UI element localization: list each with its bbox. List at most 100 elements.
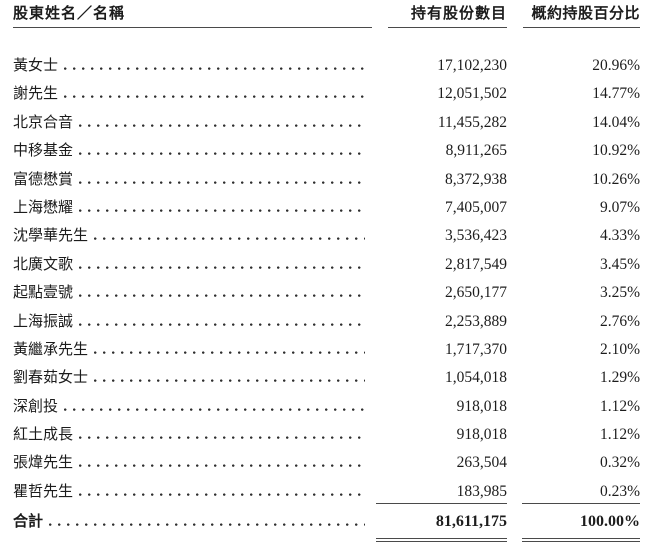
pct-double-rule — [522, 537, 640, 542]
shares-value: 2,817,549 — [445, 255, 507, 273]
table-row: 深創投 918,018 1.12% — [13, 393, 640, 421]
shareholder-name-cell: 上海懋耀 — [13, 194, 372, 222]
dot-leader — [94, 237, 365, 241]
table-row: 黃繼承先生 1,717,370 2.10% — [13, 336, 640, 364]
dot-leader — [49, 522, 365, 526]
pct-value: 2.76% — [599, 312, 640, 330]
dot-leader — [94, 350, 365, 354]
dot-leader — [79, 265, 365, 269]
table-row: 紅土成長 918,018 1.12% — [13, 421, 640, 449]
shareholder-name-cell: 沈學華先生 — [13, 222, 372, 250]
pct-value: 1.12% — [599, 397, 640, 415]
shares-value: 3,536,423 — [445, 227, 507, 245]
shareholder-name: 黃女士 — [13, 58, 59, 74]
shareholder-name-cell: 黃女士 — [13, 52, 372, 80]
table-row: 富德懋賞 8,372,938 10.26% — [13, 166, 640, 194]
shareholder-name: 中移基金 — [13, 143, 74, 160]
table-row: 北京合音 11,455,282 14.04% — [13, 109, 640, 137]
pct-value: 14.77% — [592, 85, 640, 103]
shareholder-name-cell: 北京合音 — [13, 109, 372, 137]
shareholder-name-cell: 北廣文歌 — [13, 251, 372, 279]
shares-value: 1,054,018 — [445, 369, 507, 387]
table-body: 黃女士 17,102,230 20.96% 謝先生 12,051,502 14.… — [13, 52, 640, 506]
shareholder-name-cell: 上海振誠 — [13, 308, 372, 336]
pct-value: 0.32% — [599, 454, 640, 472]
dot-leader — [64, 95, 365, 99]
table-row: 中移基金 8,911,265 10.92% — [13, 137, 640, 165]
pct-value: 20.96% — [592, 57, 640, 74]
dot-leader — [94, 379, 365, 383]
shares-value: 2,650,177 — [445, 284, 507, 302]
table-row: 北廣文歌 2,817,549 3.45% — [13, 251, 640, 279]
shareholder-name: 劉春茹女士 — [13, 370, 89, 387]
shares-value: 918,018 — [456, 397, 507, 415]
shareholder-name-cell: 紅土成長 — [13, 421, 372, 449]
shares-value: 918,018 — [456, 426, 507, 444]
table-row: 瞿哲先生 183,985 0.23% — [13, 478, 640, 506]
header-shares-held: 持有股份數目 — [388, 5, 507, 28]
shares-value: 2,253,889 — [445, 312, 507, 330]
pct-value: 3.25% — [599, 284, 640, 302]
table-row: 上海懋耀 7,405,007 9.07% — [13, 194, 640, 222]
shares-value: 183,985 — [456, 482, 507, 500]
dot-leader — [79, 294, 365, 298]
dot-leader — [79, 123, 365, 127]
shareholder-name-cell: 深創投 — [13, 393, 372, 421]
dot-leader — [79, 492, 365, 496]
dot-leader — [64, 407, 365, 411]
dot-leader — [79, 152, 365, 156]
shareholder-name: 深創投 — [13, 398, 59, 415]
total-label-cell: 合計 — [13, 508, 372, 536]
table-row: 劉春茹女士 1,054,018 1.29% — [13, 364, 640, 392]
table-row: 沈學華先生 3,536,423 4.33% — [13, 222, 640, 250]
dot-leader — [79, 464, 365, 468]
shareholder-name-cell: 瞿哲先生 — [13, 478, 372, 506]
shares-value: 8,372,938 — [445, 170, 507, 188]
total-row: 合計 81,611,175 100.00% — [13, 508, 640, 537]
shareholder-name-cell: 謝先生 — [13, 80, 372, 108]
shares-value: 1,717,370 — [445, 340, 507, 358]
pct-value: 10.92% — [592, 142, 640, 160]
dot-leader — [79, 436, 365, 440]
rule-spacer — [13, 503, 376, 504]
shareholder-name: 沈學華先生 — [13, 228, 89, 245]
pct-value: 1.29% — [599, 369, 640, 387]
total-shares-value: 81,611,175 — [435, 512, 507, 530]
table-row: 黃女士 17,102,230 20.96% — [13, 52, 640, 80]
table-row: 起點壹號 2,650,177 3.25% — [13, 279, 640, 307]
table-row: 謝先生 12,051,502 14.77% — [13, 80, 640, 108]
shareholder-name: 上海懋耀 — [13, 199, 74, 216]
shareholder-name: 起點壹號 — [13, 285, 74, 302]
header-approx-percentage: 概約持股百分比 — [523, 5, 640, 28]
dot-leader — [64, 67, 365, 70]
shares-value: 263,504 — [456, 454, 507, 472]
total-pct-value: 100.00% — [580, 512, 640, 530]
pct-value: 10.26% — [592, 170, 640, 188]
subtotal-rule — [13, 502, 640, 504]
shareholder-name: 瞿哲先生 — [13, 483, 74, 500]
dot-leader — [79, 208, 365, 212]
shareholder-name: 黃繼承先生 — [13, 341, 89, 358]
shareholder-name-cell: 劉春茹女士 — [13, 364, 372, 392]
shareholder-name-cell: 黃繼承先生 — [13, 336, 372, 364]
shareholder-name: 張煒先生 — [13, 455, 74, 472]
rule-spacer — [13, 538, 376, 542]
shares-value: 8,911,265 — [445, 142, 507, 160]
total-label: 合計 — [13, 512, 44, 530]
shares-value: 7,405,007 — [445, 198, 507, 216]
shares-double-rule — [376, 537, 507, 542]
pct-value: 9.07% — [599, 198, 640, 216]
shareholder-name: 富德懋賞 — [13, 171, 74, 188]
pct-value: 1.12% — [599, 426, 640, 444]
table-header: 股東姓名／名稱 持有股份數目 概約持股百分比 — [13, 5, 640, 28]
shares-value: 12,051,502 — [437, 85, 507, 103]
pct-value: 0.23% — [599, 482, 640, 500]
shareholder-name: 謝先生 — [13, 86, 59, 103]
shareholder-name-cell: 富德懋賞 — [13, 166, 372, 194]
pct-value: 14.04% — [592, 113, 640, 131]
shareholder-name: 紅土成長 — [13, 427, 74, 444]
shareholder-name: 上海振誠 — [13, 313, 74, 330]
dot-leader — [79, 322, 365, 326]
shareholder-name-cell: 起點壹號 — [13, 279, 372, 307]
